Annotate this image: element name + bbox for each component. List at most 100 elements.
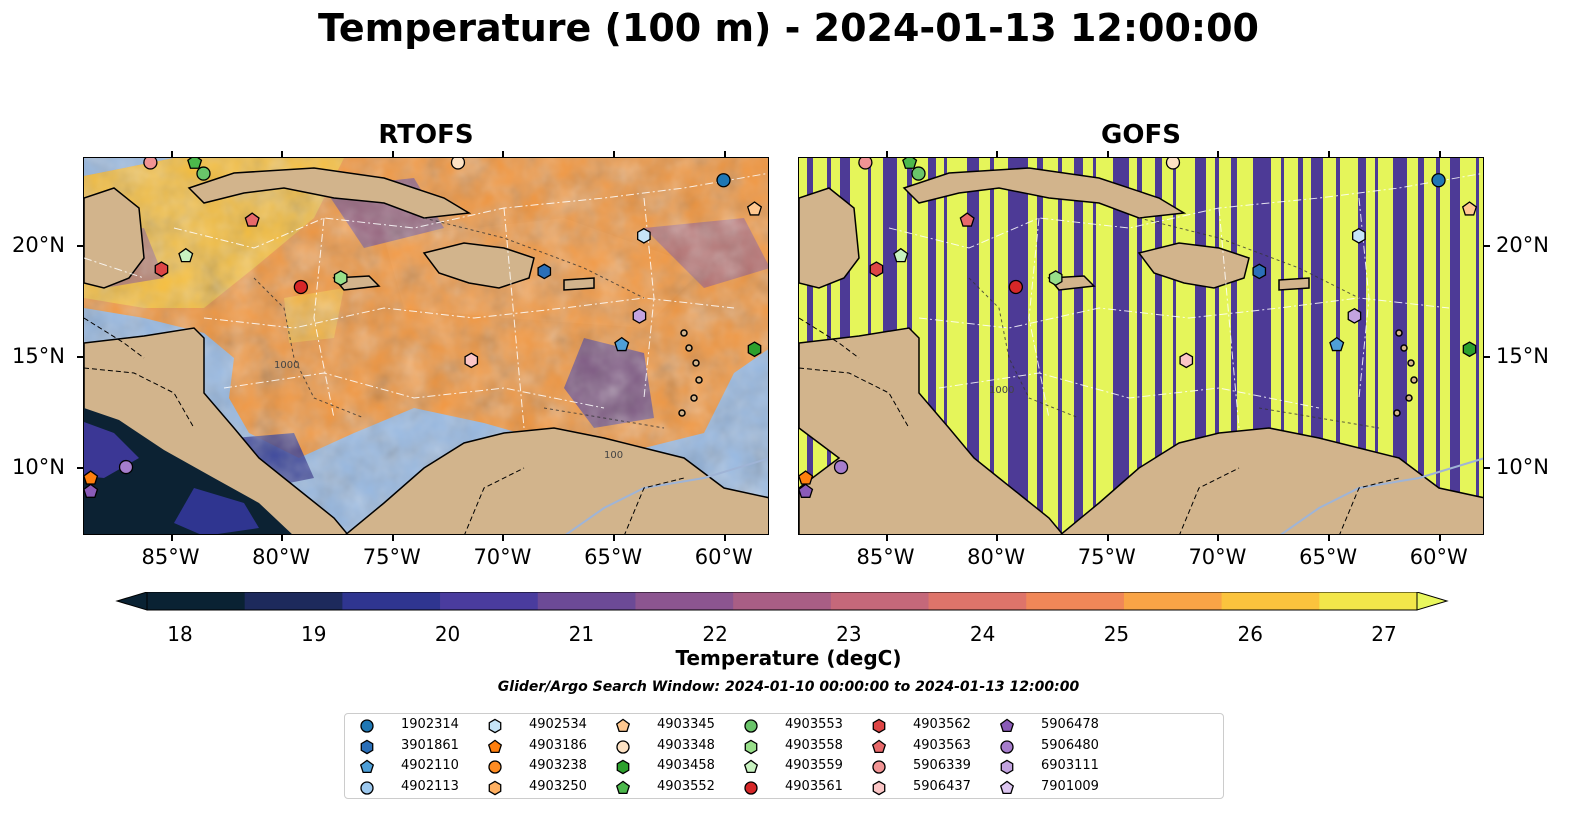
float-marker-5906437 (1179, 352, 1194, 369)
x-tick-mark (391, 535, 394, 541)
float-marker-1902314 (1431, 173, 1446, 188)
legend-label: 4903561 (785, 778, 843, 794)
rtofs-map[interactable]: 1000 100 (83, 157, 769, 535)
gofs-stripe (1281, 158, 1284, 534)
x-tick-mark (1328, 535, 1331, 541)
x-tick-mark (281, 535, 284, 541)
colorbar-tick-label: 27 (1371, 622, 1397, 646)
gofs-stripe (1058, 158, 1062, 534)
float-marker-4903558 (1048, 270, 1063, 286)
float-marker-4903345 (746, 201, 763, 216)
float-marker-4903561 (1008, 279, 1024, 295)
x-tick-label: 70°W (473, 545, 532, 569)
y-tick-label: 10°N (1496, 455, 1549, 480)
x-tick-label: 65°W (584, 545, 643, 569)
x-tick-mark (1217, 151, 1220, 157)
float-marker-5906478 (84, 483, 99, 498)
colorbar-segment (244, 592, 343, 610)
float-marker-4903458 (1462, 341, 1477, 358)
legend-item: 5906480 (997, 738, 1117, 756)
pentagon-icon (871, 739, 887, 753)
float-marker-4902534 (637, 227, 651, 244)
legend-item: 4903558 (741, 738, 861, 756)
hexagon-icon (1000, 759, 1014, 775)
figure-title: Temperature (100 m) - 2024-01-13 12:00:0… (317, 6, 1259, 50)
x-tick-mark (996, 535, 999, 541)
legend-label: 4903186 (529, 737, 587, 753)
gofs-stripe (1450, 158, 1460, 534)
pentagon-icon (999, 780, 1015, 794)
gofs-stripe (1195, 158, 1206, 534)
x-tick-mark (170, 535, 173, 541)
float-marker-4903562 (154, 261, 169, 278)
legend-marker (616, 739, 630, 754)
float-marker-3901861 (1252, 263, 1267, 280)
pentagon-icon (487, 739, 503, 753)
colorbar-tick-label: 21 (568, 622, 595, 646)
gofs-stripe (1093, 158, 1096, 534)
float-marker-3901861 (537, 263, 552, 280)
colorbar-segment (1026, 592, 1125, 610)
float-marker-4903558 (333, 270, 348, 286)
legend-label: 6903111 (1041, 758, 1099, 773)
float-marker-4903345 (1461, 201, 1478, 216)
colorbar-segment (733, 592, 832, 610)
legend-item: 5906339 (869, 758, 989, 776)
pentagon-icon (615, 718, 631, 732)
x-tick-label: 85°W (141, 545, 200, 569)
legend-marker (360, 780, 374, 795)
legend-item: 4903458 (613, 758, 733, 776)
legend-label: 4903553 (785, 717, 843, 732)
gofs-map[interactable]: 1000 (798, 157, 1484, 535)
y-tick-label: 20°N (12, 232, 65, 257)
x-tick-mark (885, 151, 888, 157)
x-tick-mark (502, 535, 505, 541)
float-marker-4903559 (178, 247, 194, 263)
float-marker-4902110 (1329, 336, 1345, 352)
legend-item: 4903563 (869, 738, 989, 756)
float-marker-4903348 (1165, 158, 1181, 170)
y-tick-label: 15°N (12, 344, 65, 369)
colorbar-segment (1319, 592, 1418, 610)
float-marker-4902534 (1352, 227, 1366, 244)
float-marker-5906437 (464, 352, 479, 369)
circle-icon (1000, 739, 1014, 754)
float-marker-4903561 (293, 279, 309, 295)
colorbar-tick-label: 24 (969, 622, 996, 646)
colorbar-tick-label: 25 (1103, 622, 1130, 646)
legend-item: 4903345 (613, 717, 733, 735)
colorbar-tick-label: 18 (167, 622, 193, 646)
legend-item: 4903186 (485, 738, 605, 756)
rtofs-panel-title: RTOFS (378, 120, 474, 150)
colorbar-label: Temperature (degC) (675, 646, 902, 670)
y-tick-label: 15°N (1496, 344, 1549, 369)
gofs-stripe (967, 158, 979, 534)
float-marker-4903553 (911, 166, 926, 181)
legend-label: 4903250 (529, 778, 587, 794)
x-tick-mark (613, 151, 616, 157)
legend-label: 4903348 (657, 737, 715, 753)
legend-label: 7901009 (1041, 778, 1099, 794)
gofs-stripe (1074, 158, 1083, 534)
y-tick-mark (77, 356, 83, 359)
gofs-stripe (990, 158, 994, 534)
land (799, 167, 1483, 534)
legend-marker (872, 760, 886, 774)
float-marker-4902110 (614, 336, 630, 352)
gofs-stripe (1008, 158, 1028, 534)
legend-label: 5906339 (913, 758, 971, 773)
colorbar-tick-label: 19 (301, 622, 327, 646)
legend-item: 4902534 (485, 717, 605, 735)
x-tick-mark (723, 535, 726, 541)
x-tick-mark (281, 151, 284, 157)
float-marker-4903563 (244, 212, 260, 227)
pentagon-icon (359, 759, 375, 773)
gofs-stripe (1155, 158, 1162, 534)
legend-marker (872, 780, 886, 795)
gofs-stripe (1037, 158, 1043, 534)
colorbar-segment (1221, 592, 1320, 610)
legend-item: 5906437 (869, 779, 989, 797)
colorbar-segment (928, 592, 1027, 610)
x-tick-mark (1217, 535, 1220, 541)
float-marker-6903111 (1347, 307, 1362, 324)
